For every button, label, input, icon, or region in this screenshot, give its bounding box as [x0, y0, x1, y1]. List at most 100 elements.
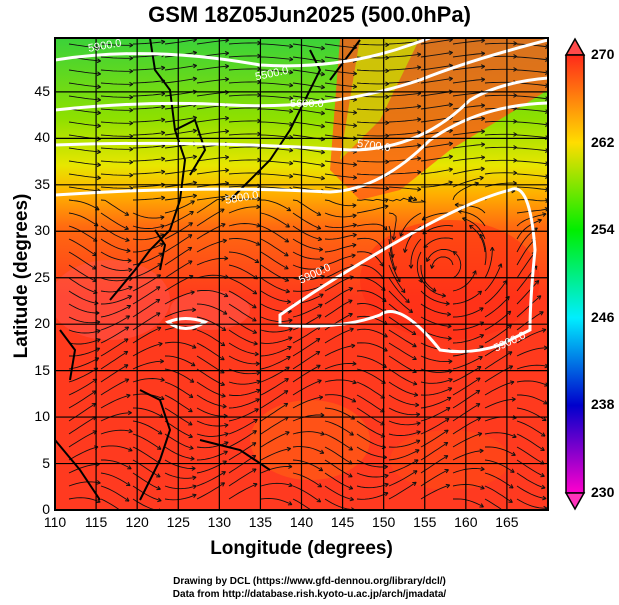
streamline	[132, 41, 165, 45]
streamline-arrowhead	[288, 464, 293, 469]
streamline-arrowhead	[252, 329, 258, 334]
streamline	[516, 186, 548, 191]
streamline	[164, 200, 195, 214]
streamline-arrowhead	[475, 389, 481, 395]
streamline-arrowhead	[408, 308, 414, 314]
streamline	[516, 134, 548, 139]
streamline	[68, 82, 101, 88]
streamline	[260, 108, 293, 113]
streamline-arrowhead	[536, 295, 542, 300]
streamline	[484, 247, 493, 279]
streamline	[228, 277, 257, 295]
streamline	[484, 146, 518, 149]
streamline	[260, 403, 288, 422]
streamline-arrowhead	[416, 65, 422, 70]
streamline	[164, 309, 196, 318]
streamline	[196, 169, 229, 175]
streamline-arrowhead	[480, 155, 486, 160]
streamline	[196, 257, 229, 266]
streamline	[324, 362, 357, 370]
streamline-arrowhead	[541, 484, 546, 490]
streamline	[196, 78, 229, 84]
streamline-arrowhead	[224, 77, 230, 82]
streamline	[260, 238, 289, 257]
streamline	[324, 173, 357, 179]
streamline-arrowhead	[288, 56, 294, 62]
streamline	[516, 160, 548, 165]
streamline	[260, 328, 293, 333]
streamline-arrowhead	[223, 292, 229, 298]
streamline-arrowhead	[320, 84, 325, 90]
streamline-arrowhead	[155, 298, 161, 304]
streamline	[484, 159, 518, 162]
streamline	[100, 251, 132, 262]
streamline	[388, 459, 419, 474]
streamline	[228, 55, 262, 58]
streamline	[196, 441, 229, 449]
streamline	[356, 237, 385, 251]
streamline	[410, 238, 422, 269]
streamline	[516, 498, 548, 509]
streamline-arrowhead	[222, 238, 227, 244]
streamline-arrowhead	[96, 84, 102, 90]
streamline	[292, 351, 321, 370]
streamline-arrowhead	[161, 130, 166, 136]
streamline	[100, 498, 121, 510]
streamline-arrowhead	[445, 483, 451, 489]
streamline	[388, 431, 421, 436]
streamline	[484, 498, 504, 510]
streamline-arrowhead	[128, 447, 133, 452]
streamline	[452, 450, 484, 461]
streamline	[324, 379, 357, 384]
streamline-arrowhead	[412, 196, 418, 202]
streamline-arrowhead	[286, 446, 292, 452]
streamline-arrowhead	[320, 71, 325, 77]
streamline	[260, 43, 293, 48]
streamline	[132, 407, 164, 418]
streamline	[100, 485, 130, 502]
streamline-arrowhead	[513, 54, 518, 59]
streamline-arrowhead	[480, 485, 485, 490]
streamline-arrowhead	[224, 51, 230, 56]
streamline	[292, 431, 325, 435]
x-tick-label: 140	[289, 514, 314, 530]
streamline-arrowhead	[288, 69, 294, 75]
streamline-arrowhead	[190, 362, 196, 367]
streamline-arrowhead	[448, 377, 453, 383]
streamline	[260, 56, 293, 61]
streamline-arrowhead	[412, 343, 417, 348]
streamline	[516, 329, 547, 344]
streamline-arrowhead	[316, 211, 322, 216]
streamline-arrowhead	[188, 222, 193, 227]
streamline-arrowhead	[190, 456, 195, 461]
streamline-arrowhead	[160, 215, 165, 220]
streamline-arrowhead	[415, 449, 420, 454]
streamline-arrowhead	[286, 299, 291, 305]
streamline-arrowhead	[317, 483, 323, 488]
streamline-arrowhead	[480, 64, 486, 69]
streamline	[484, 446, 516, 456]
streamline-arrowhead	[480, 116, 486, 121]
streamline	[292, 414, 325, 422]
streamline-arrowhead	[479, 233, 484, 239]
streamline	[164, 494, 197, 501]
streamline	[452, 156, 485, 162]
streamline-arrowhead	[401, 288, 406, 294]
streamline-arrowhead	[126, 305, 132, 310]
streamline-arrowhead	[129, 94, 134, 100]
streamline-arrowhead	[385, 133, 390, 139]
streamline	[228, 81, 262, 84]
streamline	[228, 159, 262, 162]
streamline-arrowhead	[542, 212, 547, 217]
streamline-arrowhead	[253, 482, 258, 488]
streamline	[260, 482, 293, 487]
streamline-arrowhead	[288, 43, 294, 49]
streamline-arrowhead	[426, 257, 431, 262]
streamline	[452, 104, 485, 110]
streamline	[420, 442, 449, 461]
streamline	[420, 407, 451, 422]
streamline	[101, 459, 132, 470]
x-axis-label: Longitude (degrees)	[210, 538, 393, 559]
streamline	[356, 205, 389, 214]
